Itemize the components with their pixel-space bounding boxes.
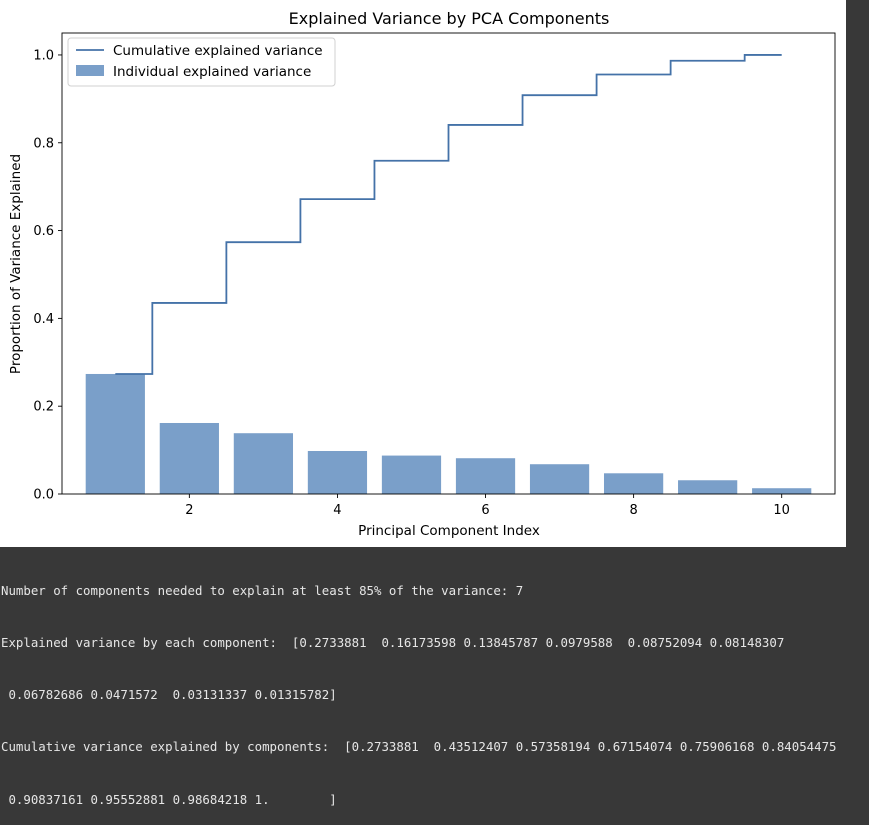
bar-component-2 bbox=[159, 422, 219, 494]
plot-frame bbox=[61, 32, 836, 495]
legend: Cumulative explained variance Individual … bbox=[67, 37, 336, 87]
axes: 2 4 6 8 10 0.0 0.2 0.4 0.6 0.8 1.0 bbox=[33, 32, 836, 518]
cumulative-step-line bbox=[115, 54, 782, 375]
chart-svg: 2 4 6 8 10 0.0 0.2 0.4 0.6 0.8 1.0 Explained Varia… bbox=[8, 9, 836, 539]
x-tick-label: 10 bbox=[773, 503, 790, 518]
y-tick-label: 0.8 bbox=[33, 136, 54, 151]
bar-component-9 bbox=[678, 480, 738, 494]
chart-figure: 2 4 6 8 10 0.0 0.2 0.4 0.6 0.8 1.0 Explained Varia… bbox=[0, 0, 846, 547]
console-line: 0.90837161 0.95552881 0.98684218 1. ] bbox=[1, 791, 337, 807]
legend-box bbox=[67, 37, 336, 87]
y-tick-label: 0.0 bbox=[33, 488, 54, 503]
x-tick-label: 2 bbox=[185, 503, 193, 518]
bar-component-10 bbox=[752, 488, 812, 494]
bar-component-4 bbox=[307, 450, 368, 494]
chart-title: Explained Variance by PCA Components bbox=[289, 9, 610, 28]
x-axis-label: Principal Component Index bbox=[358, 523, 540, 539]
x-tick-label: 4 bbox=[333, 503, 341, 518]
bar-component-6 bbox=[455, 458, 516, 494]
bar-component-1 bbox=[85, 373, 145, 494]
y-tick-label: 0.4 bbox=[33, 312, 54, 327]
legend-bar-swatch bbox=[76, 65, 104, 76]
cumulative-step-series bbox=[115, 54, 782, 375]
y-tick-label: 0.6 bbox=[33, 224, 54, 239]
y-axis-label: Proportion of Variance Explained bbox=[8, 154, 24, 374]
y-tick-label: 1.0 bbox=[33, 48, 54, 63]
y-tick-label: 0.2 bbox=[33, 400, 54, 415]
legend-entry-individual: Individual explained variance bbox=[113, 64, 311, 80]
bar-component-8 bbox=[603, 473, 664, 494]
console-line: Cumulative variance explained by compone… bbox=[1, 739, 837, 755]
console-output: Number of components needed to explain a… bbox=[0, 547, 869, 807]
console-line: 0.06782686 0.0471572 0.03131337 0.013157… bbox=[1, 687, 337, 703]
x-tick-label: 8 bbox=[629, 503, 637, 518]
console-line: Explained variance by each component: [0… bbox=[1, 635, 785, 651]
bar-series bbox=[85, 373, 812, 494]
console-line: Number of components needed to explain a… bbox=[1, 582, 524, 598]
bar-component-5 bbox=[381, 455, 442, 494]
x-tick-label: 6 bbox=[481, 503, 489, 518]
bar-component-7 bbox=[529, 464, 590, 494]
legend-entry-cumulative: Cumulative explained variance bbox=[113, 43, 323, 59]
bar-component-3 bbox=[233, 433, 294, 494]
